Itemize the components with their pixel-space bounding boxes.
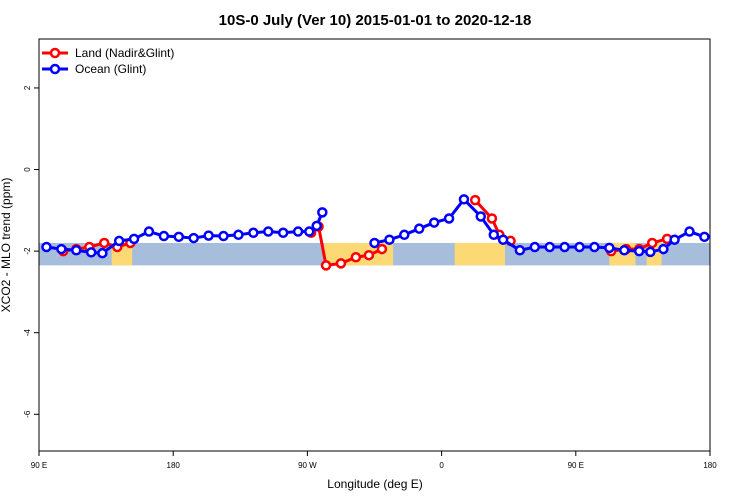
data-point [98,237,110,249]
data-point [218,230,229,242]
data-point [475,211,486,222]
data-point [97,247,108,259]
data-point [604,242,615,254]
data-point [233,229,244,241]
data-point [514,245,526,256]
y-tick-label: -4 [23,329,32,337]
data-point [428,217,440,228]
data-point [335,258,347,269]
data-point [559,241,570,253]
data-point [56,243,67,255]
y-tick-label: -2 [23,247,32,255]
data-point [128,233,140,245]
data-point [574,241,585,253]
y-tick-label: 0 [23,167,32,172]
data-point [350,251,362,263]
x-axis: 90 E 180 90 W 0 90 E 180 [31,451,717,470]
data-point [317,207,328,218]
land-patch [454,242,505,266]
data-point [376,243,388,255]
data-point [311,220,322,232]
series-ocean [41,194,710,259]
data-point [633,245,645,257]
data-point [71,245,82,256]
data-point [544,241,555,253]
y-tick-label: -6 [23,410,32,418]
data-point [413,223,425,234]
x-tick-label: 90 E [568,461,584,470]
x-tick-label: 90 W [298,461,317,470]
data-point [277,227,289,239]
data-point [497,234,509,245]
data-point [589,241,600,253]
data-point [158,230,170,242]
data-point [363,249,375,261]
data-point [469,194,481,206]
data-point [203,230,214,241]
data-point [399,229,410,241]
data-point [41,241,52,253]
series-layer [41,194,710,271]
data-point [173,231,185,243]
y-tick-label: 2 [23,85,32,90]
data-point [488,229,500,241]
data-point [658,243,669,255]
data-point [188,232,199,244]
chart-title: 10S-0 July (Ver 10) 2015-01-01 to 2020-1… [219,12,532,29]
data-point [384,234,395,245]
x-tick-label: 90 E [31,461,47,470]
x-tick-label: 180 [703,461,717,470]
legend-marker [49,63,61,75]
legend-label: Ocean (Glint) [75,62,146,76]
data-point [458,194,470,205]
data-point [443,213,455,224]
x-tick-label: 180 [167,461,181,470]
data-point [292,226,304,237]
data-point [669,234,680,245]
data-point [304,226,315,237]
data-point [113,235,125,247]
x-tick-label: 0 [439,461,444,470]
data-point [645,246,656,258]
data-point [619,245,630,256]
data-point [486,213,498,224]
data-point [369,237,380,249]
legend-label: Land (Nadir&Glint) [75,46,174,60]
y-axis-label: XCO2 - MLO trend (ppm) [0,178,13,313]
legend-marker [49,47,61,59]
legend: Land (Nadir&Glint) Ocean (Glint) [42,46,174,76]
data-point [699,231,710,243]
x-axis-label: Longitude (deg E) [327,477,422,491]
data-point [529,241,541,253]
data-point [85,247,97,258]
plot-frame [38,38,711,452]
y-axis: 2 0 -2 -4 -6 [23,85,39,418]
data-point [646,237,658,249]
data-point [263,226,274,237]
data-point [684,226,695,237]
data-point [320,260,332,271]
data-point [248,227,259,239]
data-point [143,226,155,237]
